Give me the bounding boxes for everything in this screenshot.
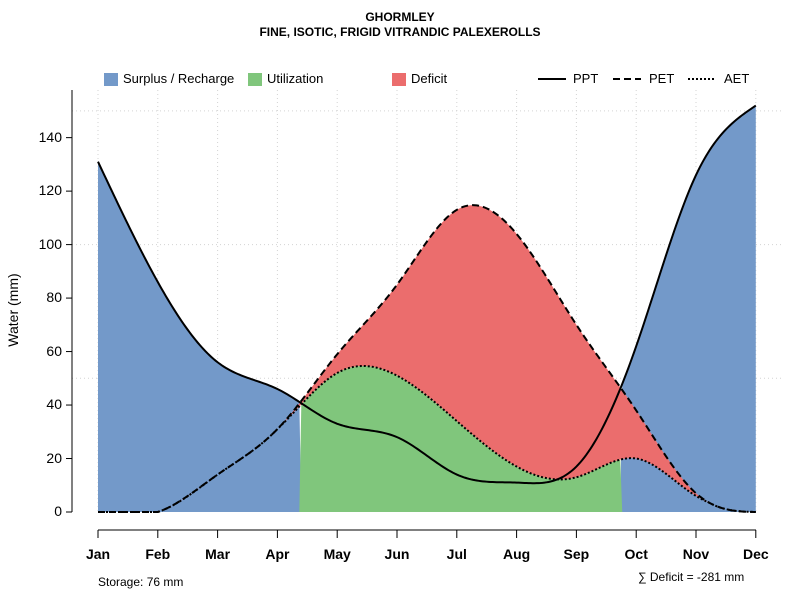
month-label-jan: Jan [85, 546, 111, 562]
month-label-sep: Sep [563, 546, 590, 562]
y-tick-label: 60 [46, 342, 62, 359]
surplus-recharge-area [98, 105, 756, 513]
deficit-sum-label: ∑ Deficit = -281 mm [638, 570, 745, 584]
y-tick-label: 80 [46, 289, 62, 306]
month-label-jun: Jun [384, 546, 410, 562]
y-axis-label: Water (mm) [5, 273, 21, 347]
legend-label-pet: PET [649, 71, 675, 86]
legend-swatch-utilization [248, 73, 262, 86]
legend-label-utilization: Utilization [267, 71, 324, 86]
y-tick-label: 0 [54, 503, 62, 519]
y-tick-label: 100 [38, 235, 62, 252]
deficit-area [98, 205, 756, 512]
month-label-jul: Jul [446, 546, 467, 562]
month-label-mar: Mar [205, 546, 231, 562]
legend-label-aet: AET [724, 71, 750, 86]
legend-swatch-surplus [104, 73, 118, 86]
utilization-area [98, 365, 756, 512]
pet-line [98, 204, 756, 513]
y-tick-label: 40 [46, 396, 62, 413]
month-label-may: May [323, 546, 351, 562]
y-tick-label: 120 [38, 182, 62, 199]
legend-label-deficit: Deficit [411, 71, 448, 86]
storage-label: Storage: 76 mm [98, 575, 184, 589]
ppt-line [97, 104, 757, 485]
legend-label-surplus: Surplus / Recharge [123, 71, 235, 86]
month-label-feb: Feb [145, 546, 171, 562]
month-label-dec: Dec [742, 546, 769, 562]
month-label-aug: Aug [502, 546, 531, 562]
month-label-apr: Apr [265, 546, 290, 562]
month-label-nov: Nov [682, 546, 710, 562]
aet-line [98, 364, 756, 513]
chart-title: GHORMLEY [365, 10, 435, 24]
month-label-oct: Oct [624, 546, 648, 562]
chart-subtitle: FINE, ISOTIC, FRIGID VITRANDIC PALEXEROL… [259, 25, 541, 39]
legend-swatch-deficit [392, 73, 406, 86]
legend-label-ppt: PPT [573, 71, 599, 86]
y-tick-label: 140 [38, 128, 62, 145]
y-tick-label: 20 [46, 449, 62, 466]
